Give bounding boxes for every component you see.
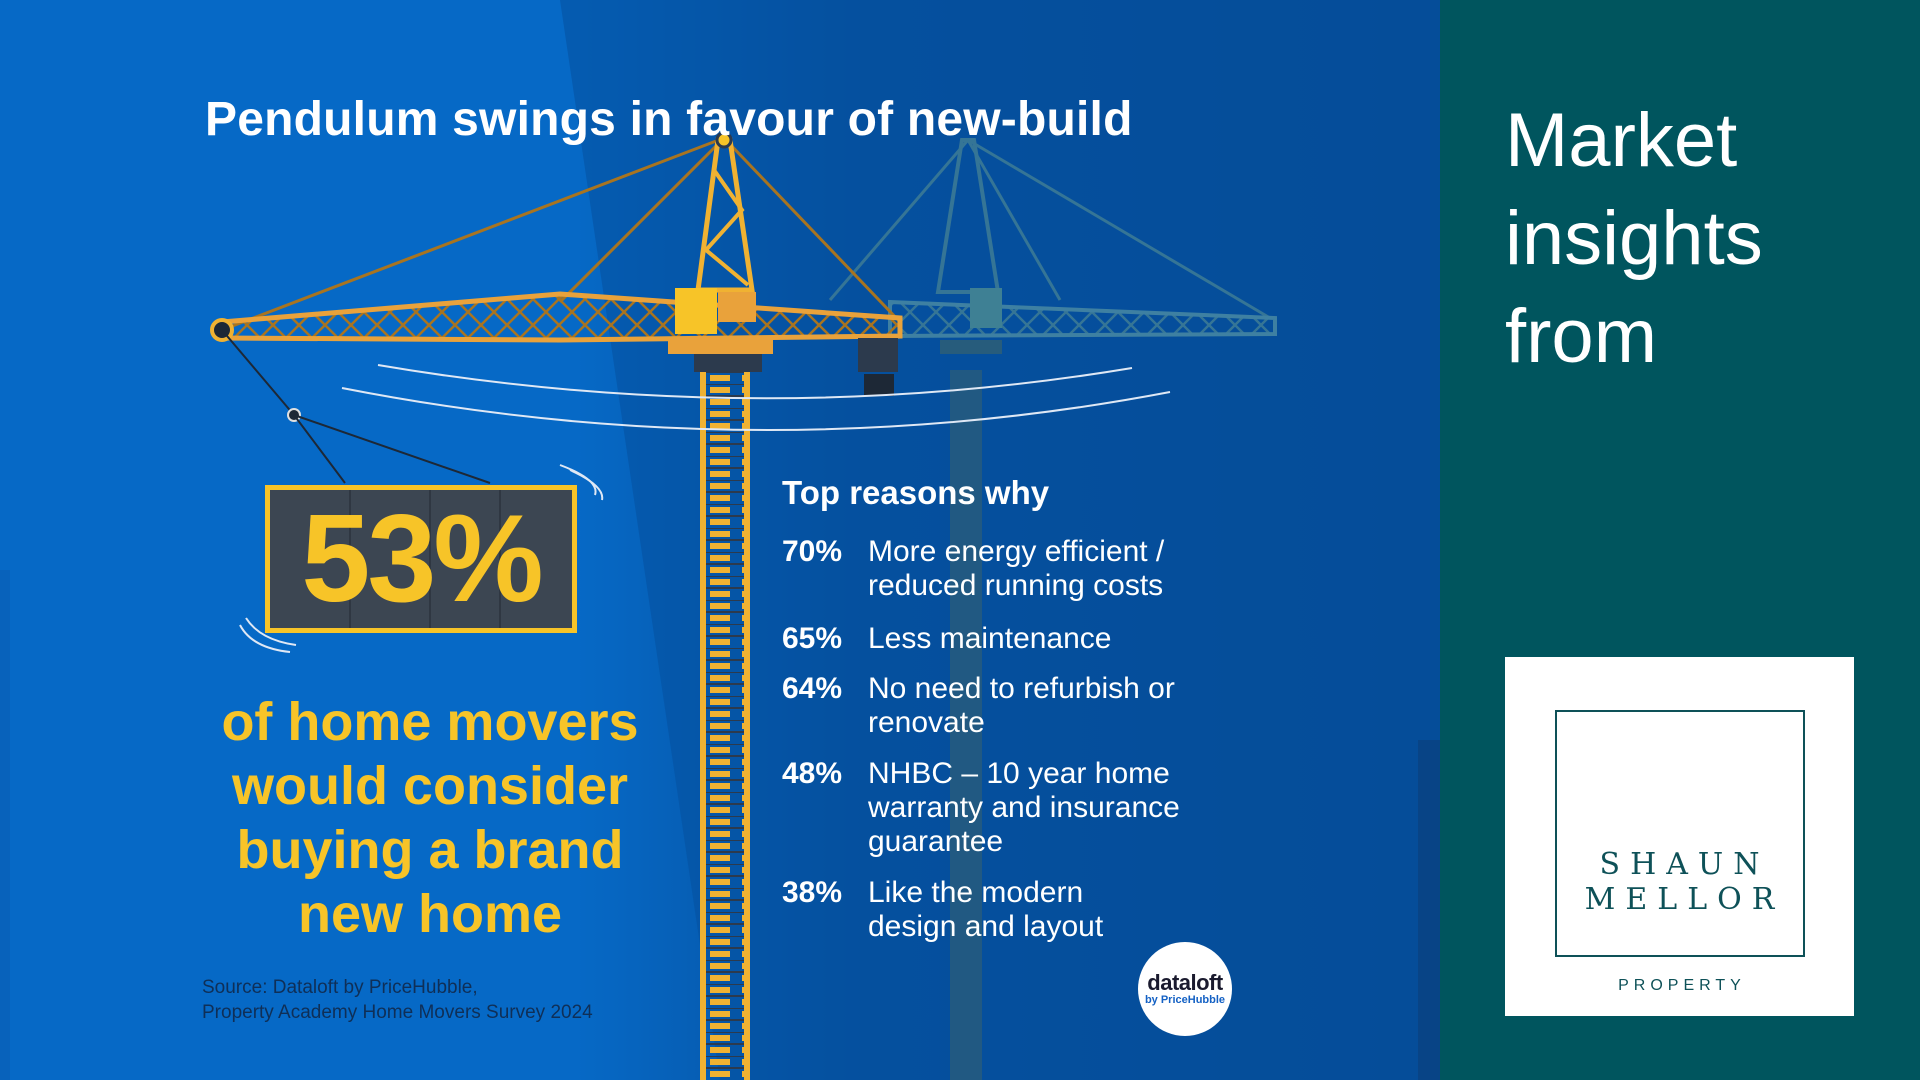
dataloft-logo-sub: by PriceHubble	[1144, 993, 1226, 1006]
stat-description: of home movers would consider buying a b…	[221, 692, 639, 944]
stat-value: 53%	[301, 490, 543, 628]
reason-text: Less maintenance	[868, 622, 1112, 655]
main-crane	[210, 131, 903, 1080]
sign-ribs	[349, 490, 501, 628]
brand-card: SHAUN MELLOR PROPERTY	[1505, 657, 1854, 1016]
ghost-crane	[828, 138, 1277, 1080]
stat-sign: 53%	[265, 485, 577, 633]
reason-item: 64% No need to refurbish or renovate	[782, 672, 1198, 740]
source-citation: Source: Dataloft by PriceHubble, Propert…	[202, 975, 593, 1025]
reason-percent: 48%	[782, 757, 843, 790]
reason-item: 48% NHBC – 10 year home warranty and ins…	[782, 757, 1248, 859]
brand-name: SHAUN MELLOR	[1584, 847, 1785, 917]
reason-text: More energy efficient / reduced running …	[868, 535, 1165, 602]
reason-item: 70% More energy efficient / reduced runn…	[782, 535, 1248, 603]
reason-percent: 38%	[782, 876, 843, 909]
reason-item: 38% Like the modern design and layout	[782, 876, 1168, 944]
brand-subtitle: PROPERTY	[1618, 977, 1746, 994]
crane-illustration	[210, 131, 1277, 1080]
dataloft-logo-name: dataloft	[1147, 969, 1223, 995]
reason-item: 65% Less maintenance	[782, 622, 1248, 656]
reason-text: No need to refurbish or renovate	[868, 672, 1175, 739]
reason-text: NHBC – 10 year home warranty and insuran…	[868, 757, 1180, 858]
reasons-title: Top reasons why	[782, 474, 1050, 511]
brand-frame	[1555, 710, 1805, 957]
reason-percent: 65%	[782, 622, 843, 655]
source-line-1: Source: Dataloft by PriceHubble,	[202, 977, 478, 998]
reason-percent: 70%	[782, 535, 843, 568]
infographic-panel: Pendulum swings in favour of new-build 5…	[0, 0, 1440, 1080]
sidebar-title: Market insights from	[1505, 98, 1763, 379]
reason-percent: 64%	[782, 672, 843, 705]
swing-arcs	[239, 364, 1171, 653]
source-line-2: Property Academy Home Movers Survey 2024	[202, 1002, 593, 1023]
background-shade	[0, 0, 1440, 1080]
dataloft-logo: dataloft by PriceHubble	[1138, 942, 1232, 1036]
headline: Pendulum swings in favour of new-build	[205, 93, 1133, 146]
reason-text: Like the modern design and layout	[868, 876, 1104, 943]
